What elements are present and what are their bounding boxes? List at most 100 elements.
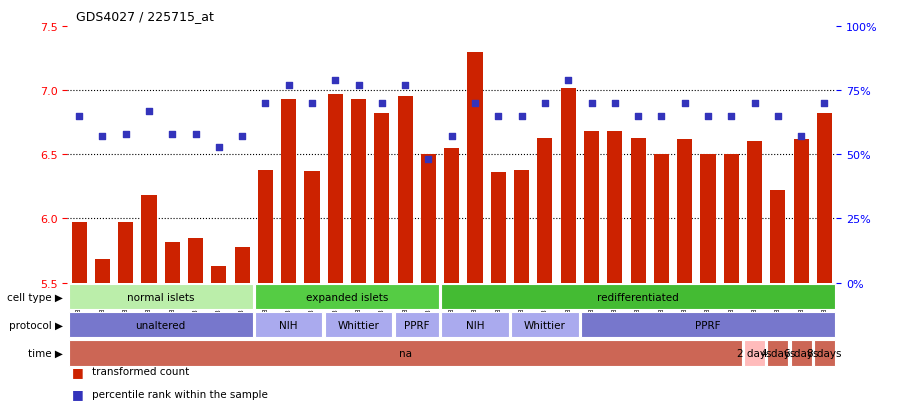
Point (211, 144, 226, 150)
Bar (561, 88, 575, 283)
Text: 6 days: 6 days (784, 348, 818, 358)
Text: PPRF: PPRF (695, 320, 721, 330)
Bar (235, 247, 250, 283)
Point (770, 113, 785, 120)
Point (352, 83, 366, 89)
Point (654, 113, 669, 120)
Point (328, 77, 343, 84)
Point (724, 113, 738, 120)
Text: redifferentiated: redifferentiated (597, 292, 679, 302)
Text: 4 days: 4 days (761, 348, 795, 358)
Bar (654, 155, 669, 283)
Point (258, 100, 272, 107)
Point (72, 113, 86, 120)
Point (305, 100, 319, 107)
Bar (351, 100, 366, 283)
Bar (747, 142, 762, 283)
Bar (188, 238, 203, 283)
Bar (305, 171, 319, 283)
Bar (255, 312, 323, 338)
Bar (211, 266, 227, 283)
Point (538, 100, 552, 107)
Bar (724, 155, 739, 283)
Point (747, 100, 761, 107)
Point (398, 83, 413, 89)
Bar (441, 312, 509, 338)
Text: percentile rank within the sample: percentile rank within the sample (92, 389, 268, 399)
Point (794, 134, 808, 140)
Bar (744, 340, 765, 366)
Point (422, 157, 436, 163)
Point (444, 134, 458, 140)
Bar (281, 100, 297, 283)
Point (95, 134, 110, 140)
Point (165, 131, 180, 138)
Bar (395, 312, 439, 338)
Text: cell type ▶: cell type ▶ (7, 292, 63, 302)
Bar (538, 138, 553, 283)
Text: unaltered: unaltered (136, 320, 186, 330)
Bar (255, 284, 439, 310)
Text: NIH: NIH (280, 320, 298, 330)
Point (235, 134, 249, 140)
Point (514, 113, 529, 120)
Text: Whittier: Whittier (338, 320, 379, 330)
Bar (118, 223, 133, 283)
Bar (441, 284, 835, 310)
Bar (94, 260, 110, 283)
Point (608, 100, 622, 107)
Bar (491, 173, 506, 283)
Text: time ▶: time ▶ (28, 348, 63, 358)
Text: normal islets: normal islets (127, 292, 194, 302)
Point (678, 100, 692, 107)
Bar (770, 191, 786, 283)
Text: 2 days: 2 days (737, 348, 772, 358)
Bar (512, 312, 579, 338)
Point (817, 100, 832, 107)
Bar (444, 149, 459, 283)
Bar (68, 312, 253, 338)
Text: transformed count: transformed count (92, 366, 189, 376)
Bar (790, 340, 812, 366)
Point (561, 77, 575, 84)
Bar (817, 114, 832, 283)
Text: protocol ▶: protocol ▶ (9, 320, 63, 330)
Text: GDS4027 / 225715_at: GDS4027 / 225715_at (76, 10, 214, 23)
Bar (374, 114, 389, 283)
Bar (328, 95, 343, 283)
Text: ■: ■ (72, 365, 84, 378)
Point (142, 108, 156, 115)
Bar (258, 170, 273, 283)
Bar (397, 97, 413, 283)
Bar (141, 196, 156, 283)
Bar (165, 242, 180, 283)
Text: expanded islets: expanded islets (306, 292, 388, 302)
Point (467, 100, 482, 107)
Bar (514, 170, 530, 283)
Point (701, 113, 716, 120)
Text: Whittier: Whittier (524, 320, 565, 330)
Bar (68, 284, 253, 310)
Bar (794, 140, 809, 283)
Bar (768, 340, 788, 366)
Text: 8 days: 8 days (807, 348, 841, 358)
Bar (581, 312, 835, 338)
Bar (467, 52, 483, 283)
Text: NIH: NIH (466, 320, 485, 330)
Bar (607, 132, 622, 283)
Bar (421, 155, 436, 283)
Text: PPRF: PPRF (404, 320, 430, 330)
Bar (584, 132, 599, 283)
Point (281, 83, 296, 89)
Point (584, 100, 599, 107)
Bar (700, 155, 716, 283)
Text: na: na (398, 348, 412, 358)
Bar (325, 312, 392, 338)
Bar (72, 223, 86, 283)
Bar (677, 140, 692, 283)
Bar (814, 340, 835, 366)
Text: ■: ■ (72, 387, 84, 401)
Point (491, 113, 505, 120)
Bar (68, 340, 742, 366)
Point (375, 100, 389, 107)
